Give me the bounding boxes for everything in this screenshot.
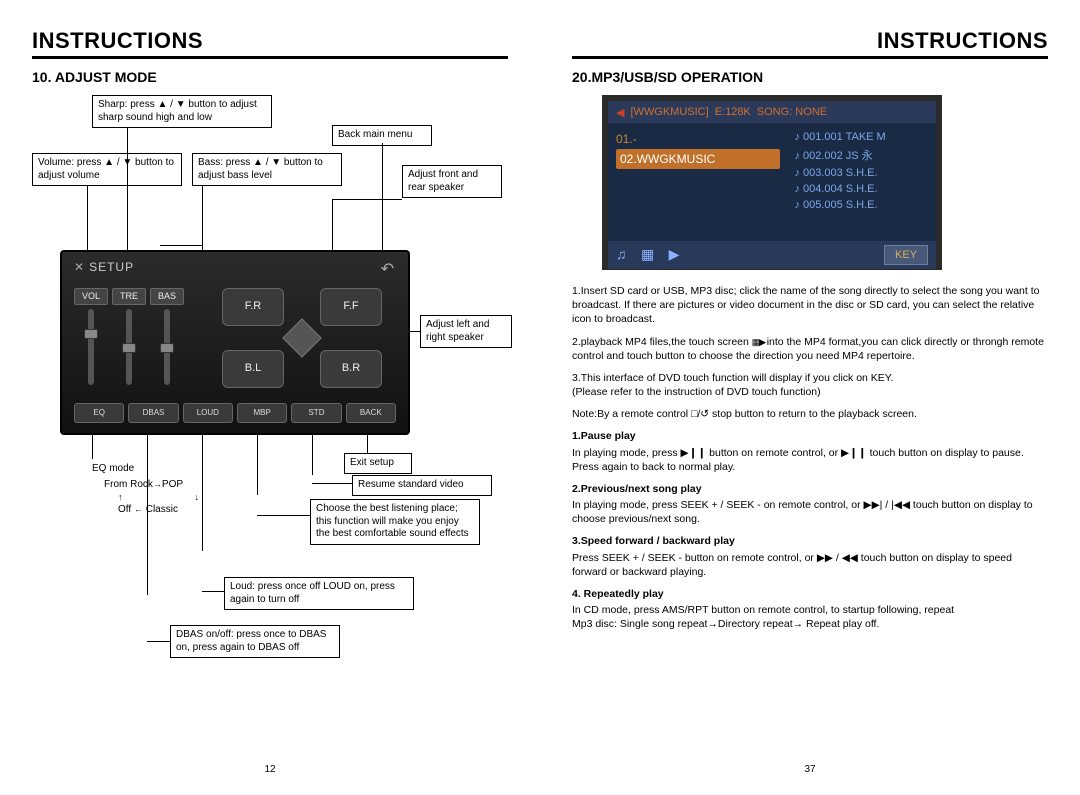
device-button-row: EQ DBAS LOUD MBP STD BACK <box>74 403 396 423</box>
quad-ff: F.F <box>320 288 382 326</box>
para-1: 1.Insert SD card or USB, MP3 disc; click… <box>572 284 1048 327</box>
sub4-title: 4. Repeatedly play <box>572 587 1048 601</box>
mp3-left-col: 01.- 02.WWGKMUSIC <box>608 123 788 241</box>
callout-sharp: Sharp: press ▲ / ▼ button to adjust shar… <box>92 95 272 128</box>
body-text: 1.Insert SD card or USB, MP3 disc; click… <box>572 284 1048 631</box>
callout-exit: Exit setup <box>344 453 412 474</box>
mp3-bottombar: ♫ ▦ ▶ KEY <box>608 241 936 269</box>
mp3-screen: ◀ [WWGKMUSIC] E:128K SONG: NONE 01.- 02.… <box>602 95 942 270</box>
callout-resume: Resume standard video <box>352 475 492 496</box>
header-right: INSTRUCTIONS <box>572 28 1048 59</box>
quad-br: B.R <box>320 350 382 388</box>
callout-dbas: DBAS on/off: press once to DBAS on, pres… <box>170 625 340 658</box>
para-3: 3.This interface of DVD touch function w… <box>572 371 1048 399</box>
slider-tre-label: TRE <box>112 288 146 305</box>
sub1-body: In playing mode, press ▶❙❙ button on rem… <box>572 446 1048 474</box>
mp3-rate: E:128K <box>715 106 751 118</box>
mp3-track-0: 001.001 TAKE M <box>794 129 930 145</box>
btn-back: BACK <box>346 403 396 423</box>
mp3-dir-1: 02.WWGKMUSIC <box>616 149 780 169</box>
section-title-right: 20.MP3/USB/SD OPERATION <box>572 69 1048 85</box>
mp3-folder: [WWGKMUSIC] <box>630 106 708 118</box>
page-left: INSTRUCTIONS 10. ADJUST MODE Sharp: pres… <box>0 0 540 795</box>
slider-tre: TRE <box>112 288 146 385</box>
key-button: KEY <box>884 245 928 265</box>
eq-pop: POP <box>162 479 183 490</box>
callout-frontrear: Adjust front and rear speaker <box>402 165 502 198</box>
mp3-track-4: 005.005 S.H.E. <box>794 197 930 213</box>
page-number-right: 37 <box>804 764 815 775</box>
callout-bass: Bass: press ▲ / ▼ button to adjust bass … <box>192 153 342 186</box>
page-right: INSTRUCTIONS 20.MP3/USB/SD OPERATION ◀ [… <box>540 0 1080 795</box>
note: Note:By a remote control □/↺ stop button… <box>572 407 1048 421</box>
mp3-right-col: 001.001 TAKE M 002.002 JS 永 003.003 S.H.… <box>788 123 936 241</box>
btn-eq: EQ <box>74 403 124 423</box>
callout-volume: Volume: press ▲ / ▼ button to adjust vol… <box>32 153 182 186</box>
btn-std: STD <box>291 403 341 423</box>
mp3-track-2: 003.003 S.H.E. <box>794 165 930 181</box>
mp3-track-3: 004.004 S.H.E. <box>794 181 930 197</box>
para-2: 2.playback MP4 files,the touch screen ▦▶… <box>572 335 1048 363</box>
eq-flow: From Rock→POP ↑↓ Off ← Classic <box>104 479 199 517</box>
btn-dbas: DBAS <box>128 403 178 423</box>
callout-leftright: Adjust left and right speaker <box>420 315 512 348</box>
adjust-mode-diagram: Sharp: press ▲ / ▼ button to adjust shar… <box>32 95 512 715</box>
section-title-left: 10. ADJUST MODE <box>32 69 508 85</box>
callout-mbp: Choose the best listening place; this fu… <box>310 499 480 545</box>
header-left: INSTRUCTIONS <box>32 28 508 59</box>
callout-eqmode: EQ mode <box>92 463 134 476</box>
quad-bl: B.L <box>222 350 284 388</box>
eq-off: Off <box>118 504 131 515</box>
btn-loud: LOUD <box>183 403 233 423</box>
slider-bas-label: BAS <box>150 288 184 305</box>
btn-mbp: MBP <box>237 403 287 423</box>
speaker-quad: F.R F.F B.L B.R <box>222 288 382 388</box>
eq-classic: Classic <box>146 504 178 515</box>
mp3-track-1: 002.002 JS 永 <box>794 145 930 165</box>
sub3-body: Press SEEK + / SEEK - button on remote c… <box>572 551 1048 579</box>
device-title: SETUP <box>74 260 134 275</box>
slider-bas: BAS <box>150 288 184 385</box>
mp4-touch-icon: ▦▶ <box>752 337 767 347</box>
sub2-body: In playing mode, press SEEK + / SEEK - o… <box>572 498 1048 526</box>
page-number-left: 12 <box>264 764 275 775</box>
slider-vol-label: VOL <box>74 288 108 305</box>
slider-vol: VOL <box>74 288 108 385</box>
video-icon: ▶ <box>669 246 680 262</box>
quad-fr: F.R <box>222 288 284 326</box>
sub3-title: 3.Speed forward / backward play <box>572 534 1048 548</box>
mp3-icons: ♫ ▦ ▶ <box>616 246 689 264</box>
eq-rock: From Rock <box>104 479 153 490</box>
callout-loud: Loud: press once off LOUD on, press agai… <box>224 577 414 610</box>
mp3-topbar: ◀ [WWGKMUSIC] E:128K SONG: NONE <box>608 101 936 123</box>
para-2a: 2.playback MP4 files,the touch screen <box>572 336 749 348</box>
mp3-song: SONG: NONE <box>757 106 827 118</box>
quad-center-icon <box>282 318 322 358</box>
mp3-dir-0: 01.- <box>616 129 780 149</box>
device-panel: SETUP ↶ VOL TRE BAS F.R F.F B.L B.R <box>60 250 410 435</box>
sub2-title: 2.Previous/next song play <box>572 482 1048 496</box>
sub4-body: In CD mode, press AMS/RPT button on remo… <box>572 603 1048 631</box>
back-arrow-icon: ↶ <box>381 260 394 280</box>
picture-icon: ▦ <box>641 246 654 262</box>
music-icon: ♫ <box>616 246 627 262</box>
sub1-title: 1.Pause play <box>572 429 1048 443</box>
